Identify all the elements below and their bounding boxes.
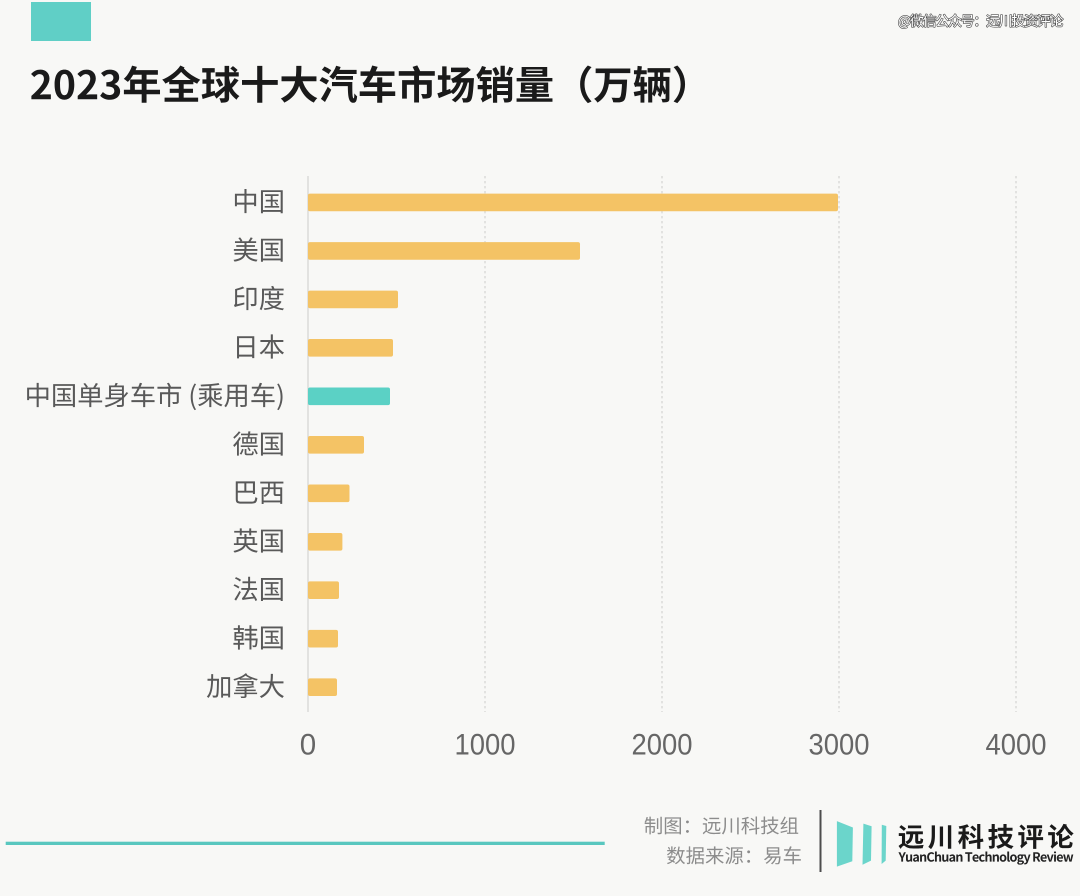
svg-text:2000: 2000 <box>632 729 693 762</box>
svg-text:0: 0 <box>300 729 316 762</box>
svg-text:1000: 1000 <box>455 729 516 762</box>
svg-text:4000: 4000 <box>986 729 1047 762</box>
svg-text:3000: 3000 <box>809 729 870 762</box>
